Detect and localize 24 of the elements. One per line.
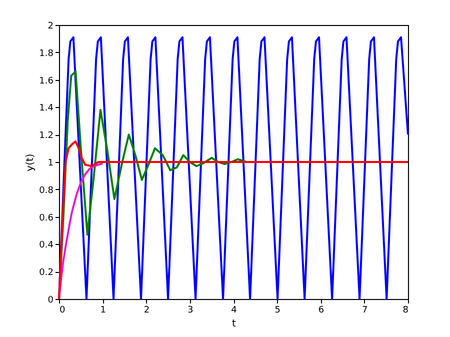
y-tick-label: 0 bbox=[48, 296, 54, 306]
y-tick-label: 1.2 bbox=[39, 131, 54, 142]
y-tick-label: 0.6 bbox=[39, 213, 54, 224]
line-series bbox=[58, 140, 409, 300]
y-tick-label: 1.4 bbox=[39, 104, 54, 114]
x-tick-label: 2 bbox=[144, 306, 150, 316]
y-tick-label: 1.6 bbox=[39, 76, 54, 86]
x-axis-title: t bbox=[232, 318, 236, 330]
y-tick-label: 2 bbox=[48, 22, 54, 32]
x-tick-label: 8 bbox=[402, 306, 409, 316]
x-tick-label: 1 bbox=[100, 306, 106, 316]
line-series bbox=[58, 36, 409, 300]
y-tick-label: 0.8 bbox=[39, 186, 54, 196]
x-tick-label: 4 bbox=[231, 306, 238, 316]
y-tick-label: 1.8 bbox=[39, 48, 54, 59]
y-tick-label: 0.4 bbox=[39, 240, 54, 251]
y-tick-label: 1 bbox=[48, 158, 54, 168]
y-tick-label: 0.2 bbox=[39, 268, 54, 278]
x-tick-label: 6 bbox=[318, 306, 324, 316]
x-tick-label: 5 bbox=[274, 306, 280, 316]
x-tick-label: 7 bbox=[362, 306, 368, 316]
x-tick-label: 3 bbox=[188, 306, 194, 316]
y-axis-title: y(t) bbox=[25, 154, 36, 172]
x-tick-label: 0 bbox=[60, 306, 66, 316]
